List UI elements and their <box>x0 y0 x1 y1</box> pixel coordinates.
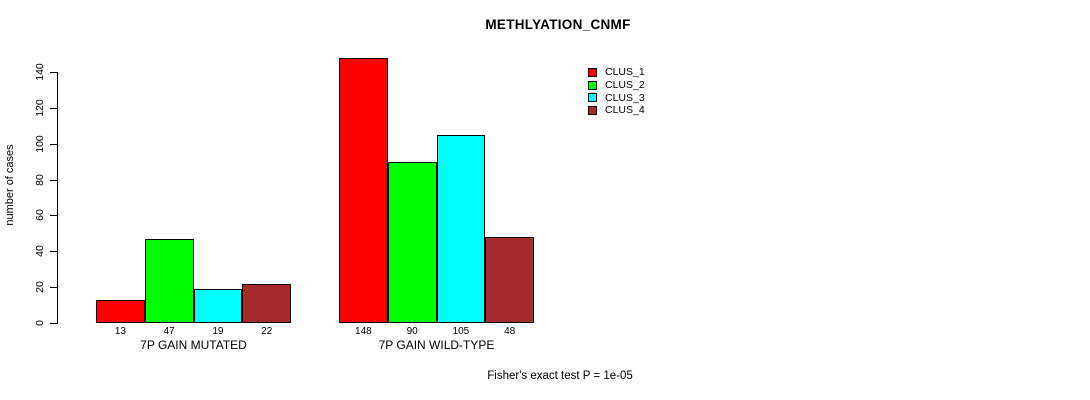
annotation-text: Fisher's exact test P = 1e-05 <box>487 370 633 382</box>
legend-item: CLUS_3 <box>588 91 645 104</box>
legend-swatch-clus_2 <box>588 80 597 90</box>
bar-value-label: 19 <box>212 326 224 337</box>
chart-title: METHLYATION_CNMF <box>485 17 631 32</box>
bar-clus_2-2 <box>387 161 437 323</box>
bar-value-label: 148 <box>355 326 372 337</box>
y-tick-label: 60 <box>34 209 46 222</box>
y-tick <box>50 107 57 109</box>
y-axis-line <box>57 72 58 324</box>
y-tick-label: 80 <box>34 173 46 186</box>
legend: CLUS_1 CLUS_2 CLUS_3 CLUS_4 <box>588 66 645 117</box>
y-tick <box>50 215 57 217</box>
legend-swatch-clus_1 <box>588 67 597 77</box>
bar-value-label: 22 <box>261 326 273 337</box>
bar-clus_4-2 <box>485 236 534 323</box>
y-tick <box>50 143 57 145</box>
y-tick <box>50 72 57 73</box>
legend-swatch-clus_3 <box>588 93 597 103</box>
y-tick-label: 140 <box>34 63 46 81</box>
group-label: 7P GAIN MUTATED <box>140 338 247 352</box>
bar-value-label: 47 <box>163 326 175 337</box>
y-tick-label: 20 <box>34 281 46 293</box>
legend-label: CLUS_2 <box>605 79 645 92</box>
bar-value-label: 48 <box>504 326 516 337</box>
bar-value-label: 13 <box>114 326 126 337</box>
bar-clus_1-1 <box>96 299 145 323</box>
y-tick-label: 120 <box>34 99 46 117</box>
bar-clus_3-2 <box>436 134 486 323</box>
bar-clus_2-1 <box>144 238 194 323</box>
y-axis-label: number of cases <box>4 144 16 226</box>
bar-clus_1-2 <box>339 57 388 323</box>
bar-value-label: 105 <box>452 326 470 337</box>
legend-item: CLUS_4 <box>588 104 645 117</box>
bar-value-label: 90 <box>406 326 418 337</box>
legend-item: CLUS_2 <box>588 79 645 92</box>
bar-clus_4-1 <box>242 283 291 323</box>
legend-label: CLUS_3 <box>605 91 645 104</box>
y-tick-label: 40 <box>34 245 46 258</box>
group-label: 7P GAIN WILD-TYPE <box>378 338 495 352</box>
y-tick-label: 100 <box>34 134 46 153</box>
legend-swatch-clus_4 <box>588 105 597 115</box>
y-tick <box>50 179 57 181</box>
legend-label: CLUS_1 <box>605 66 645 79</box>
y-tick <box>50 323 57 324</box>
y-tick <box>50 251 57 253</box>
y-tick <box>50 287 57 289</box>
legend-item: CLUS_1 <box>588 66 645 79</box>
legend-label: CLUS_4 <box>605 104 645 117</box>
bar-clus_3-1 <box>193 288 243 323</box>
y-tick-label: 0 <box>34 320 46 326</box>
